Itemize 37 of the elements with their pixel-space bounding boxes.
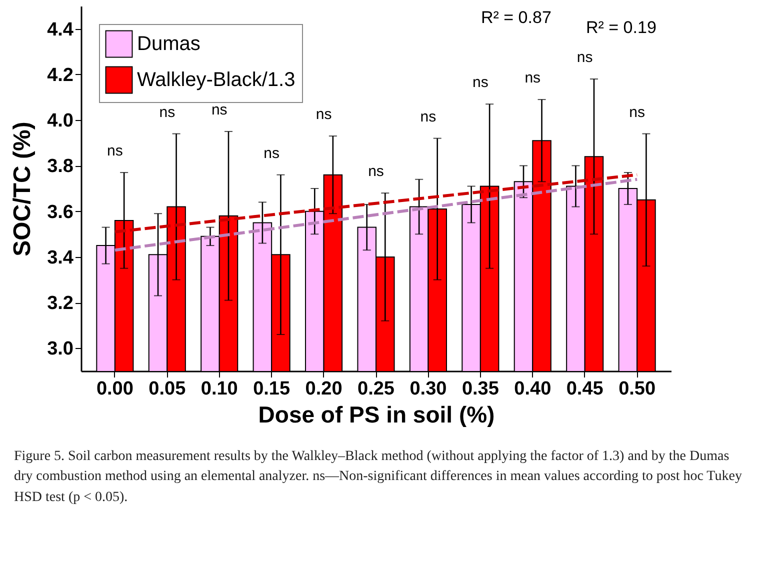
x-tick-label: 0.40: [514, 378, 552, 400]
annotation: ns: [472, 74, 488, 92]
x-tick-label: 0.20: [305, 378, 342, 400]
annotation: ns: [629, 104, 645, 121]
annotation: ns: [316, 106, 332, 124]
annotation: ns: [211, 101, 228, 118]
annotation: ns: [368, 163, 384, 180]
y-tick-label: 3.2: [47, 293, 74, 314]
y-tick-label: 3.0: [47, 338, 74, 360]
y-axis-title: SOC/TC (%): [9, 122, 36, 256]
annotation: ns: [264, 144, 280, 162]
x-axis-title: Dose of PS in soil (%): [258, 402, 495, 428]
y-tick-label: 3.6: [47, 202, 74, 223]
y-tick-label: 4.2: [47, 64, 74, 86]
annotation: ns: [576, 49, 593, 66]
x-tick-label: 0.45: [566, 378, 604, 400]
x-tick-label: 0.10: [200, 378, 238, 400]
y-tick-label: 3.4: [47, 247, 74, 268]
x-tick-label: 0.05: [148, 378, 186, 400]
y-tick-label: 3.8: [47, 156, 74, 178]
annotation: ns: [420, 108, 436, 126]
x-tick-label: 0.00: [96, 378, 134, 400]
legend-label: Walkley-Black/1.3: [137, 69, 296, 91]
caption: Figure 5. Soil carbon measurement results by the Walkley–Black method (without applying the factor of 1.3) and by the Dumas dry combustion method using an elemental analyzer. ns—Non-significant differences in mean values according to post hoc Tukey HSD test (p < 0.05).: [14, 448, 743, 507]
annotation: R² = 0.87: [481, 8, 552, 27]
x-tick-label: 0.50: [618, 378, 656, 400]
annotation: ns: [159, 104, 176, 121]
annotation: R² = 0.19: [586, 18, 656, 37]
annotation: ns: [107, 142, 123, 160]
x-tick-label: 0.25: [358, 378, 395, 400]
x-tick-label: 0.15: [253, 378, 290, 400]
annotation: ns: [524, 70, 541, 87]
x-tick-label: 0.30: [410, 378, 447, 400]
x-tick-label: 0.35: [462, 378, 500, 400]
y-tick-label: 4.0: [47, 110, 74, 132]
y-tick-label: 4.4: [47, 19, 74, 40]
legend-label: Dumas: [137, 33, 200, 55]
